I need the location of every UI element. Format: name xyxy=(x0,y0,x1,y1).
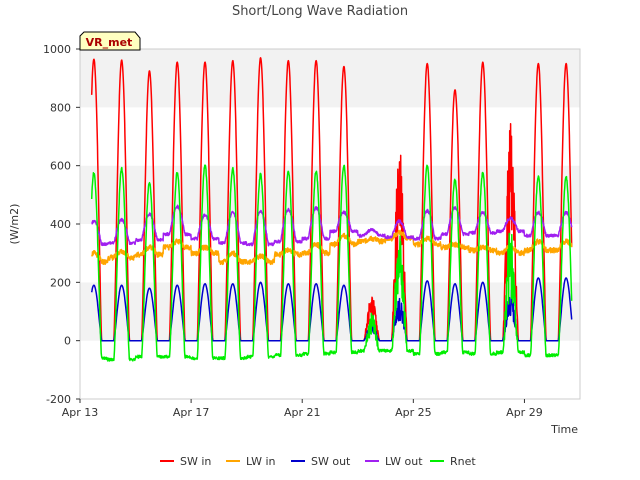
legend-label: Rnet xyxy=(450,455,476,468)
x-tick-label: Apr 21 xyxy=(284,406,321,419)
legend: SW in LW in SW out LW out Rnet xyxy=(160,455,476,468)
grid-band xyxy=(80,282,580,341)
grid-bands xyxy=(80,49,580,399)
y-tick-label: 600 xyxy=(50,160,71,173)
legend-label: SW out xyxy=(311,455,351,468)
legend-label: SW in xyxy=(180,455,211,468)
grid-band xyxy=(80,49,580,108)
series-line-rnet xyxy=(90,164,573,362)
site-badge: VR_met xyxy=(79,31,141,51)
legend-label: LW out xyxy=(385,455,423,468)
chart-title: Short/Long Wave Radiation xyxy=(232,4,408,19)
y-tick-label: 400 xyxy=(50,218,71,231)
y-tick-label: -200 xyxy=(46,393,71,406)
x-tick-label: Apr 25 xyxy=(395,406,432,419)
x-axis-ticks: Apr 13 Apr 17 Apr 21 Apr 25 Apr 29 xyxy=(62,399,543,419)
series-line-lw-out xyxy=(91,204,573,247)
legend-label: LW in xyxy=(246,455,276,468)
y-axis-label: (W/m2) xyxy=(8,204,21,245)
y-tick-label: 800 xyxy=(50,101,71,114)
site-badge-label: VR_met xyxy=(86,36,133,49)
x-tick-label: Apr 13 xyxy=(62,406,99,419)
x-tick-label: Apr 17 xyxy=(173,406,210,419)
x-tick-label: Apr 29 xyxy=(506,406,543,419)
series-lines xyxy=(90,57,573,362)
grid-band xyxy=(80,340,580,399)
y-tick-label: 1000 xyxy=(43,43,71,56)
y-axis-ticks: -200 0 200 400 600 800 1000 xyxy=(43,43,80,406)
x-axis-label: Time xyxy=(550,423,578,436)
grid-band xyxy=(80,107,580,166)
grid-band xyxy=(80,165,580,224)
y-tick-label: 200 xyxy=(50,276,71,289)
series-line-lw-in xyxy=(90,229,573,266)
site-badge-shape xyxy=(79,31,141,51)
y-tick-label: 0 xyxy=(64,335,71,348)
